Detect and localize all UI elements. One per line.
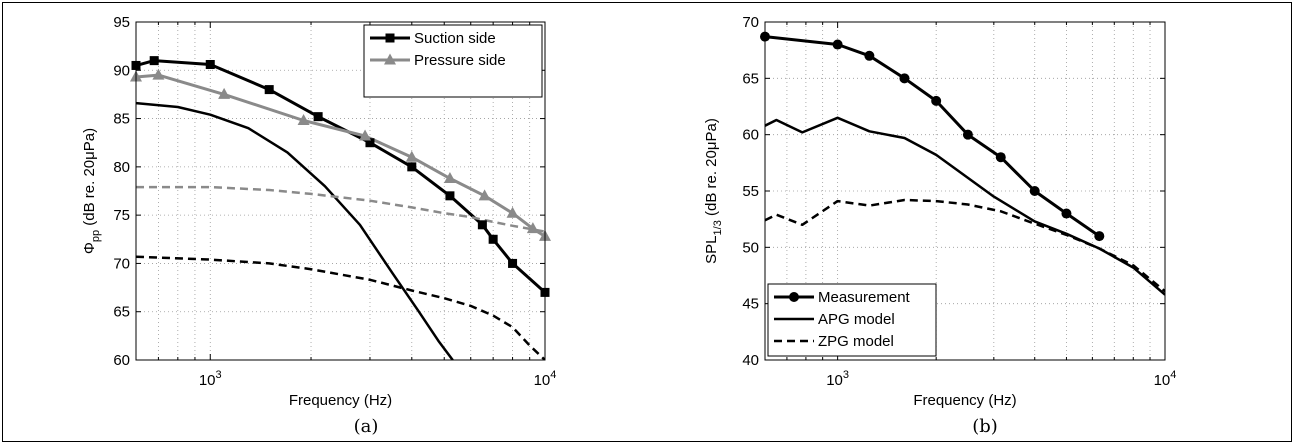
y-axis-label: SPL1/3 (dB re. 20μPa) <box>703 118 724 264</box>
data-point-0 <box>477 220 487 230</box>
data-point-1 <box>506 206 519 218</box>
y-tick-label: 70 <box>113 255 130 272</box>
data-point-0 <box>445 191 455 201</box>
x-tick-label: 103 <box>826 369 849 389</box>
chart-b: 40 45 50 55 60 65 70 103 104 Frequency (Hz) SPL1/3… <box>703 14 1176 437</box>
legend-label: Measurement <box>818 289 911 306</box>
y-tick-label: 75 <box>113 207 130 224</box>
legend-marker <box>384 53 396 65</box>
data-point-0 <box>995 152 1006 163</box>
legend: Measurement APG model ZPG model <box>767 283 937 357</box>
data-point-0 <box>488 234 498 244</box>
data-point-0 <box>864 50 875 61</box>
y-tick-label: 50 <box>742 239 759 256</box>
data-point-1 <box>297 114 310 126</box>
data-point-0 <box>832 39 843 50</box>
x-tick-label: 104 <box>1154 369 1177 389</box>
legend-marker <box>385 33 395 43</box>
data-point-1 <box>526 222 539 234</box>
ticks <box>764 21 1166 361</box>
legend: Suction side Pressure side <box>363 24 543 98</box>
data-point-0 <box>264 85 274 95</box>
y-tick-label: 65 <box>742 70 759 87</box>
figure-caption: (b) <box>972 416 998 437</box>
data-point-0 <box>508 258 518 268</box>
data-point-1 <box>443 171 456 183</box>
data-point-0 <box>899 73 910 84</box>
y-tick-label: 55 <box>742 183 759 200</box>
y-tick-label: 85 <box>113 111 130 128</box>
legend-label: Suction side <box>414 30 496 47</box>
y-axis-label: Φpp (dB re. 20μPa) <box>81 128 102 254</box>
axes-box <box>135 21 546 361</box>
data-point-0 <box>962 129 973 140</box>
y-tick-label: 95 <box>113 14 130 31</box>
data-point-1 <box>218 87 231 99</box>
y-tick-label: 90 <box>113 62 130 79</box>
y-tick-label: 45 <box>742 296 759 313</box>
y-tick-label: 70 <box>742 14 759 31</box>
data-point-0 <box>365 138 375 148</box>
data-point-0 <box>1029 186 1040 196</box>
legend-marker <box>789 292 799 302</box>
y-tick-label: 60 <box>742 127 759 144</box>
figure-frame <box>2 2 1292 442</box>
data-point-0 <box>313 112 323 122</box>
y-tick-label: 65 <box>113 304 130 321</box>
y-tick-label: 80 <box>113 159 130 176</box>
x-axis-label: Frequency (Hz) <box>913 392 1016 409</box>
y-tick-label: 60 <box>113 352 130 369</box>
data-point-0 <box>149 56 159 66</box>
data-point-1 <box>152 68 165 80</box>
data-point-0 <box>205 59 215 69</box>
legend-label: APG model <box>818 311 895 328</box>
series-line-4 <box>136 255 545 360</box>
data-point-0 <box>407 162 417 172</box>
x-axis-label: Frequency (Hz) <box>289 392 392 409</box>
y-tick-label: 40 <box>742 352 759 369</box>
series-line-2 <box>136 101 454 360</box>
figure-caption: (a) <box>354 416 379 437</box>
ticks <box>135 21 546 361</box>
legend-label: Pressure side <box>414 52 506 69</box>
x-tick-label: 103 <box>199 369 222 389</box>
data-point-0 <box>1061 208 1072 219</box>
series-group <box>765 35 1165 296</box>
chart-a: 60 65 70 75 80 85 90 95 103 104 Frequency (Hz) Φpp … <box>81 14 556 437</box>
x-tick-label: 104 <box>534 369 557 389</box>
series-line-3 <box>136 185 545 233</box>
data-point-1 <box>359 129 372 141</box>
data-point-1 <box>405 150 418 162</box>
data-point-1 <box>478 189 491 201</box>
series-line-2 <box>765 198 1165 293</box>
legend-label: ZPG model <box>818 333 894 350</box>
data-point-0 <box>931 95 942 106</box>
data-point-0 <box>1094 231 1105 242</box>
series-line-0 <box>765 35 1101 238</box>
